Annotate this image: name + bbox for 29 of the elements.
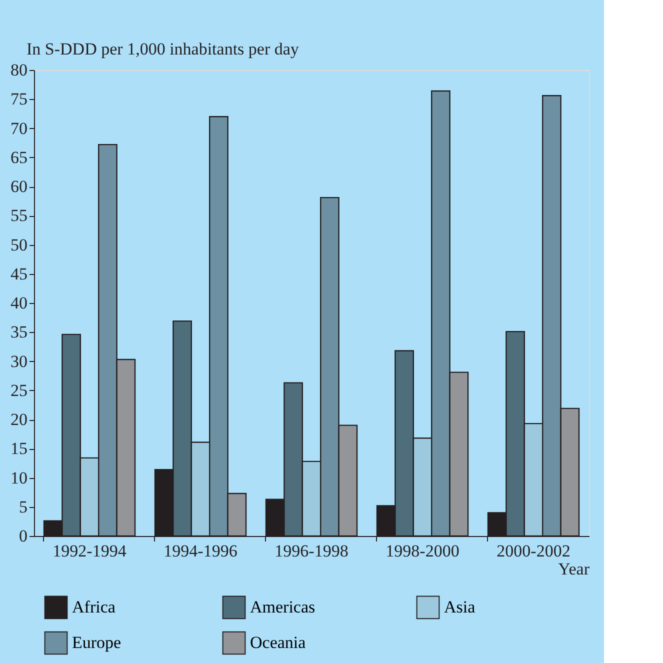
y-tick-label: 35 [10,322,28,342]
x-tick-label: 1992-1994 [52,542,127,560]
y-tick-label: 15 [10,439,28,458]
y-tick-label: 60 [10,177,28,196]
y-tick-label: 25 [10,380,28,400]
y-axis-title: In S-DDD per 1,000 inhabitants per day [26,40,300,58]
y-tick-label: 75 [10,90,28,109]
legend-label: Asia [444,597,476,616]
x-tick-label: 2000-2002 [496,542,570,560]
y-tick-label: 65 [10,148,28,167]
y-tick-label: 20 [10,410,28,429]
x-axis-title: Year [558,560,590,578]
legend-label: Europe [72,633,122,652]
y-tick-label: 5 [19,497,28,516]
y-tick-label: 10 [10,468,28,488]
y-tick-label: 50 [10,235,28,254]
y-tick-label: 80 [10,60,28,80]
x-tick-label: 1996-1998 [274,542,348,560]
legend-label: Oceania [250,633,306,652]
legend-label: Americas [250,597,316,616]
y-tick-label: 55 [10,206,28,226]
y-tick-label: 40 [10,294,28,312]
legend-label: Africa [72,597,116,616]
y-tick-label: 0 [19,526,28,546]
y-tick-label: 70 [10,118,28,138]
y-tick-label: 30 [10,352,28,371]
y-tick-label: 45 [10,264,28,284]
x-tick-label: 1994-1996 [164,542,238,560]
x-tick-label: 1998-2000 [386,542,460,560]
